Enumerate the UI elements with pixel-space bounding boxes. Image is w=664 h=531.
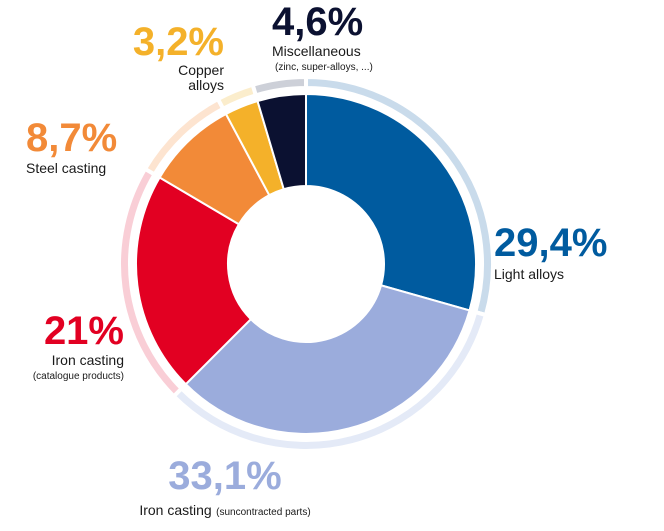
light-alloys-name: Light alloys: [494, 266, 565, 282]
label-light-alloys: 29,4% Light alloys: [494, 223, 607, 282]
slice-iron-casting-catalogue-products: [135, 176, 253, 386]
label-iron-catalogue: 21% Iron casting (catalogue products): [0, 311, 124, 382]
steel-name: Steel casting: [26, 160, 107, 176]
halo-miscellaneous-zinc-super-alloys: [250, 74, 308, 98]
misc-name: Miscellaneous: [272, 43, 361, 59]
iron-catalogue-percent: 21%: [43, 309, 124, 353]
slice-miscellaneous-zinc-super-alloys: [256, 92, 307, 191]
label-steel: 8,7% Steel casting: [26, 118, 117, 176]
slice-light-alloys: [305, 92, 477, 312]
misc-percent: 4,6%: [272, 0, 364, 44]
label-copper: 3,2% Copper alloys: [118, 22, 224, 94]
iron-catalogue-name: Iron casting: [51, 352, 124, 368]
copper-name-line2: alloys: [188, 77, 224, 94]
iron-catalogue-sub: (catalogue products): [32, 371, 124, 383]
iron-subcontracted-percent: 33,1%: [168, 454, 282, 498]
copper-name-line1: Copper: [178, 62, 224, 78]
copper-percent: 3,2%: [132, 20, 224, 64]
misc-sub: (zinc, super-alloys, ...): [275, 62, 373, 74]
steel-percent: 8,7%: [26, 116, 118, 160]
label-misc: 4,6% Miscellaneous (zinc, super-alloys, …: [272, 2, 373, 73]
slice-iron-casting-suncontracted-parts: [184, 284, 471, 435]
light-alloys-percent: 29,4%: [494, 221, 608, 265]
iron-subcontracted-name: Iron casting: [139, 502, 212, 518]
iron-subcontracted-sub: (suncontracted parts): [216, 507, 311, 518]
iron-subcontracted-caption: Iron casting (suncontracted parts): [110, 502, 340, 520]
label-iron-subcontracted: 33,1% Iron casting (suncontracted parts): [110, 456, 340, 520]
